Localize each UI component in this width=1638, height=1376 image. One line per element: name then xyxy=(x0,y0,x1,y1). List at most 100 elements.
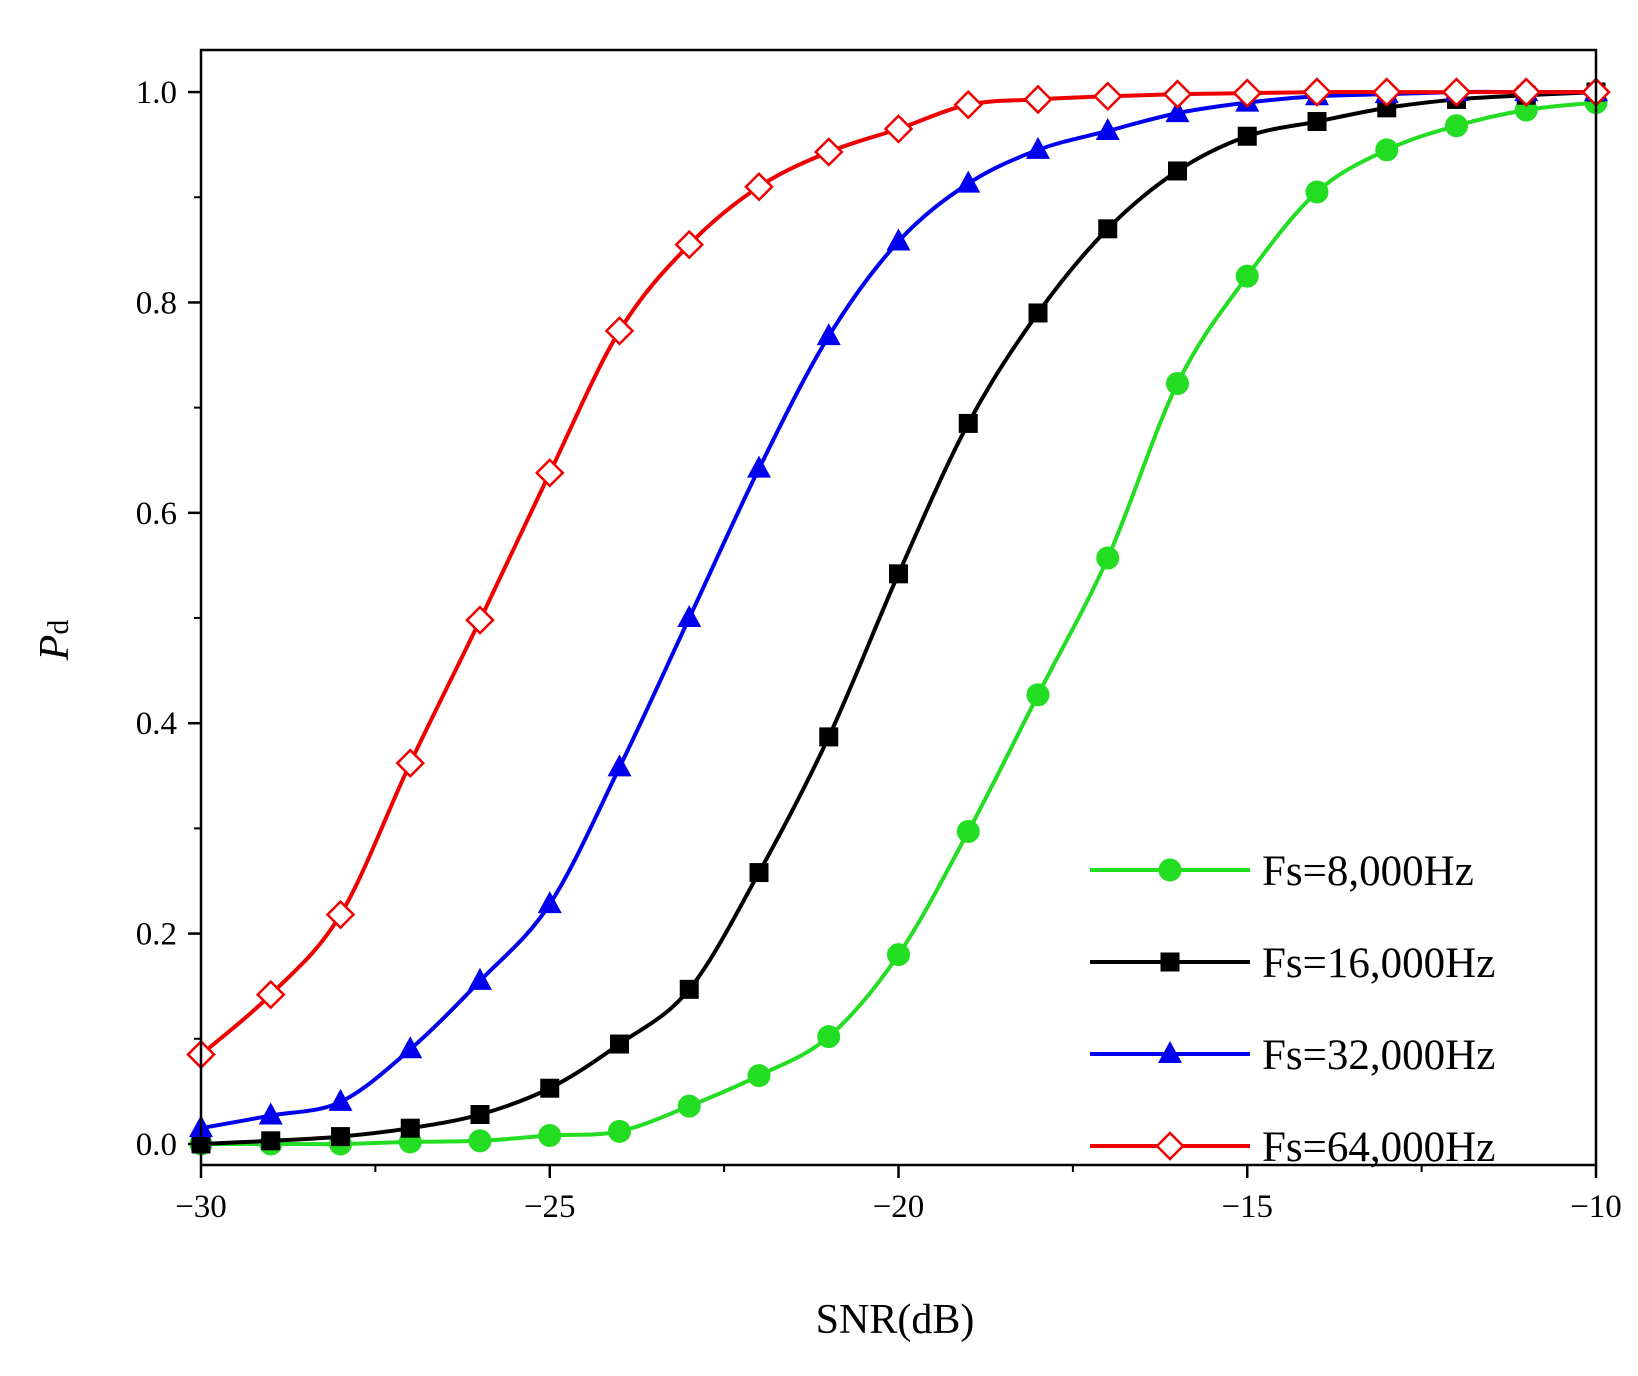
data-point xyxy=(1237,126,1257,146)
y-tick-label: 0.6 xyxy=(136,496,177,532)
data-point xyxy=(886,228,911,251)
data-point xyxy=(747,455,771,478)
data-point xyxy=(677,1094,701,1118)
data-point xyxy=(540,1078,560,1098)
legend-item: Fs=32,000Hz xyxy=(1090,1032,1495,1079)
data-point xyxy=(400,1118,420,1138)
data-point xyxy=(813,137,844,167)
data-point xyxy=(1095,117,1120,140)
legend-item: Fs=8,000Hz xyxy=(1090,848,1474,895)
legend: Fs=8,000Hz Fs=16,000Hz Fs=32,000Hz Fs=64,00… xyxy=(1090,848,1495,1171)
data-point xyxy=(604,316,635,346)
data-point xyxy=(1026,683,1050,707)
data-point xyxy=(744,171,774,202)
data-point xyxy=(1307,112,1327,132)
plot-frame xyxy=(199,48,1598,1167)
data-point xyxy=(1098,219,1118,239)
data-point xyxy=(331,1127,350,1147)
data-point xyxy=(534,458,565,488)
data-point xyxy=(1441,77,1472,107)
data-point xyxy=(1023,84,1053,115)
data-point xyxy=(1302,77,1332,107)
y-axis-title: Pd xyxy=(32,620,78,662)
x-tick-label: −10 xyxy=(1570,1189,1622,1225)
data-point xyxy=(883,114,914,144)
x-tick-label: −25 xyxy=(524,1189,576,1225)
data-point xyxy=(956,170,981,193)
plot-content xyxy=(186,77,1611,1156)
legend-marker xyxy=(1158,1041,1182,1063)
data-point xyxy=(747,1064,771,1088)
data-point xyxy=(819,727,839,747)
series-line xyxy=(200,90,1597,1146)
data-point xyxy=(887,943,910,967)
data-point xyxy=(1375,138,1399,162)
data-point xyxy=(1445,114,1468,138)
x-axis-title: SNR(dB) xyxy=(816,1297,975,1343)
y-tick-label: 0.4 xyxy=(136,706,177,742)
data-point xyxy=(677,605,702,628)
data-point xyxy=(953,89,984,120)
legend-item: Fs=16,000Hz xyxy=(1090,940,1495,987)
data-point xyxy=(610,1034,629,1054)
legend-label: Fs=64,000Hz xyxy=(1262,1124,1495,1171)
y-axis-title-main: P xyxy=(32,635,78,662)
data-point xyxy=(537,891,562,914)
data-point xyxy=(817,1025,841,1049)
data-point xyxy=(1232,78,1263,108)
axis-ticks: −30 −25 −20 −15 −10 0.0 0.2 0.4 0.6 0.8 1.0 xyxy=(136,75,1622,1225)
data-point xyxy=(538,1124,562,1148)
data-point xyxy=(468,967,492,990)
series-line xyxy=(200,89,1596,1131)
data-point xyxy=(1168,161,1187,181)
data-point xyxy=(1235,264,1259,288)
data-point xyxy=(1305,180,1329,204)
legend-marker xyxy=(1155,1131,1185,1161)
data-point xyxy=(255,979,286,1010)
legend-item: Fs=64,000Hz xyxy=(1090,1124,1495,1171)
data-point xyxy=(1092,81,1123,112)
legend-label: Fs=8,000Hz xyxy=(1262,848,1474,895)
data-point xyxy=(679,979,699,999)
data-point xyxy=(258,1102,283,1125)
legend-label: Fs=32,000Hz xyxy=(1262,1032,1495,1079)
series-1 xyxy=(189,91,1608,1156)
y-tick-label: 0.2 xyxy=(136,917,177,953)
x-tick-label: −30 xyxy=(175,1189,227,1225)
data-point xyxy=(816,323,841,346)
y-tick-label: 0.8 xyxy=(136,285,177,321)
data-point xyxy=(607,754,632,777)
legend-marker xyxy=(1160,952,1180,972)
y-tick-label: 1.0 xyxy=(136,75,177,111)
data-point xyxy=(749,863,769,883)
data-point xyxy=(958,413,978,433)
data-point xyxy=(328,1088,353,1111)
legend-marker xyxy=(1158,858,1182,882)
data-point xyxy=(1028,303,1048,323)
data-point xyxy=(1165,100,1190,123)
data-point xyxy=(470,1105,490,1125)
data-point xyxy=(261,1131,281,1151)
data-point xyxy=(956,820,980,844)
data-point xyxy=(1166,371,1189,395)
series-2 xyxy=(191,82,1606,1154)
x-tick-label: −20 xyxy=(873,1189,925,1225)
series-4 xyxy=(186,77,1611,1070)
y-tick-label: 0.0 xyxy=(136,1127,177,1163)
data-point xyxy=(468,1129,492,1153)
data-point xyxy=(608,1119,631,1143)
data-point xyxy=(465,605,495,635)
data-point xyxy=(1162,79,1193,109)
data-point xyxy=(395,748,426,778)
series-line xyxy=(201,100,1597,1147)
x-tick-label: −15 xyxy=(1221,1189,1273,1225)
data-point xyxy=(1371,77,1402,107)
data-point xyxy=(674,229,705,260)
data-point xyxy=(1026,136,1050,159)
data-point xyxy=(398,1036,423,1059)
data-point xyxy=(1511,77,1542,107)
data-point xyxy=(889,564,908,584)
legend-label: Fs=16,000Hz xyxy=(1262,940,1495,987)
y-axis-title-sub: d xyxy=(42,620,75,635)
